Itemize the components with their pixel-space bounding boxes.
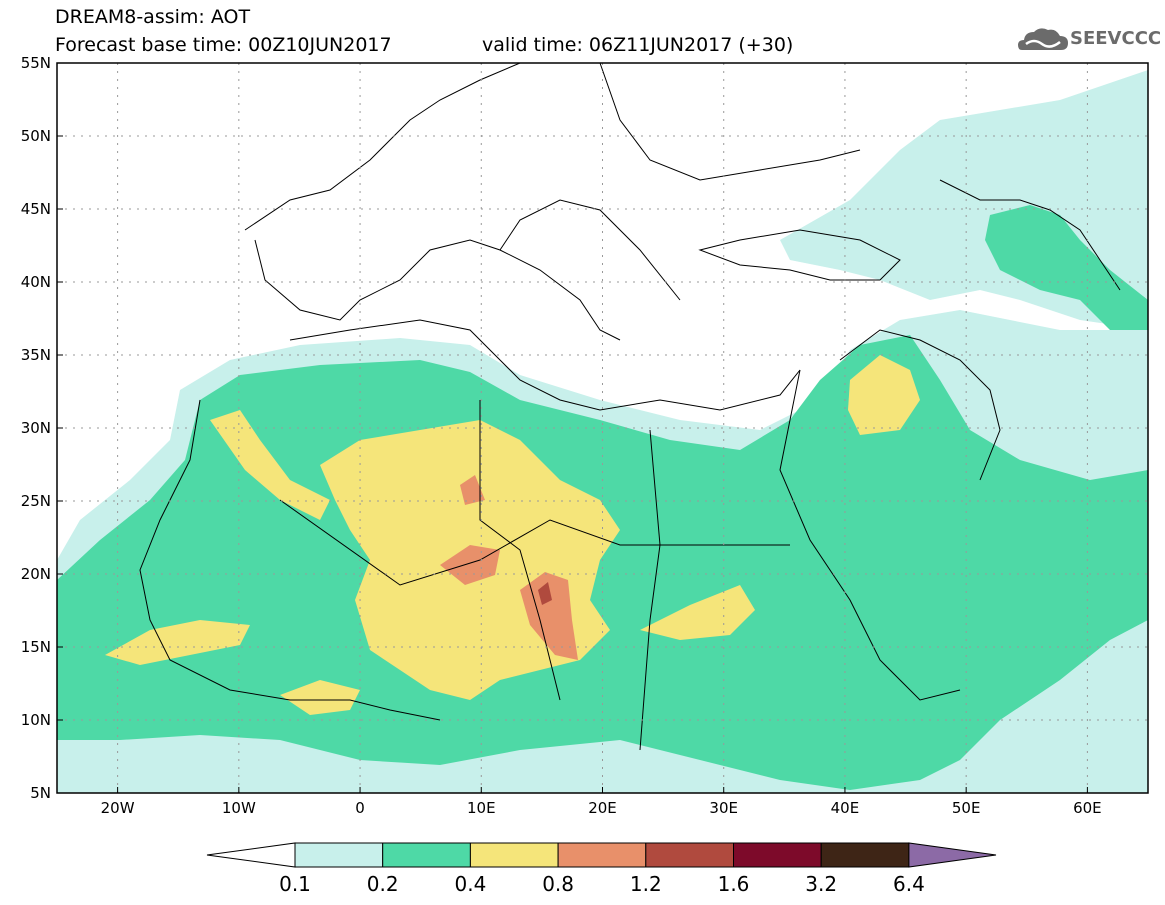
cloud-icon [1018,28,1068,50]
colorbar-low-arrow [206,842,296,868]
colorbar-box [382,842,471,868]
colorbar-label: 0.8 [542,872,574,896]
gridlines [57,63,1148,793]
aot-band-0.2 [57,335,1148,790]
colorbar-box [645,842,734,868]
colorbar-box [820,842,910,868]
colorbar-box [557,842,647,868]
aot-band-0.4-sudan [640,585,755,640]
lat-tick-label: 5N [30,784,51,802]
colorbar-label: 0.4 [454,872,486,896]
lat-tick-label: 15N [21,638,51,656]
lon-tick-label: 50E [952,799,981,817]
aot-band-0.8 [440,475,578,660]
colorbar-label: 0.2 [367,872,399,896]
lat-tick-label: 50N [21,127,51,145]
coastlines [139,63,1121,751]
lat-tick-label: 10N [21,711,51,729]
aot-band-0.4-west [210,410,330,520]
lat-tick-label: 40N [21,273,51,291]
aot-band-0.4-nigeria [280,680,360,715]
lon-tick-label: 20E [588,799,617,817]
lat-tick-label: 20N [21,565,51,583]
aot-band-0.4-sahel [105,620,250,665]
colorbar-label: 1.2 [630,872,662,896]
lon-tick-label: 20W [101,799,135,817]
colorbar-box [294,842,384,868]
lon-tick-label: 60E [1073,799,1102,817]
colorbar-label: 0.1 [279,872,311,896]
lat-tick-label: 55N [21,54,51,72]
aot-band-0.2-caspian [985,205,1148,330]
seevccc-logo-text: SEEVCCC [1070,28,1162,49]
axis-ticks: 55N 50N 45N 40N 35N 30N 25N 20N 15N 10N 5N 20W 10W 0 1… [21,54,1102,817]
colorbar-label: 1.6 [718,872,750,896]
lon-tick-label: 40E [831,799,860,817]
lon-tick-label: 0 [355,799,365,817]
colorbar-box [469,842,559,868]
map-title: DREAM8-assim: AOT [55,6,251,28]
aot-band-1.2 [538,582,552,605]
lat-tick-label: 35N [21,346,51,364]
valid-time: valid time: 06Z11JUN2017 (+30) [482,34,794,56]
colorbar-label: 6.4 [893,872,925,896]
colorbar-box [733,842,822,868]
lon-tick-label: 10W [222,799,256,817]
lat-tick-label: 25N [21,492,51,510]
colorbar-label: 3.2 [805,872,837,896]
colorbar-high-arrow [908,842,997,868]
forecast-base-time: Forecast base time: 00Z10JUN2017 [55,34,392,56]
lat-tick-label: 30N [21,419,51,437]
lon-tick-label: 30E [709,799,738,817]
lon-tick-label: 10E [467,799,496,817]
aot-band-0.4-arabia [848,355,920,435]
lat-tick-label: 45N [21,200,51,218]
